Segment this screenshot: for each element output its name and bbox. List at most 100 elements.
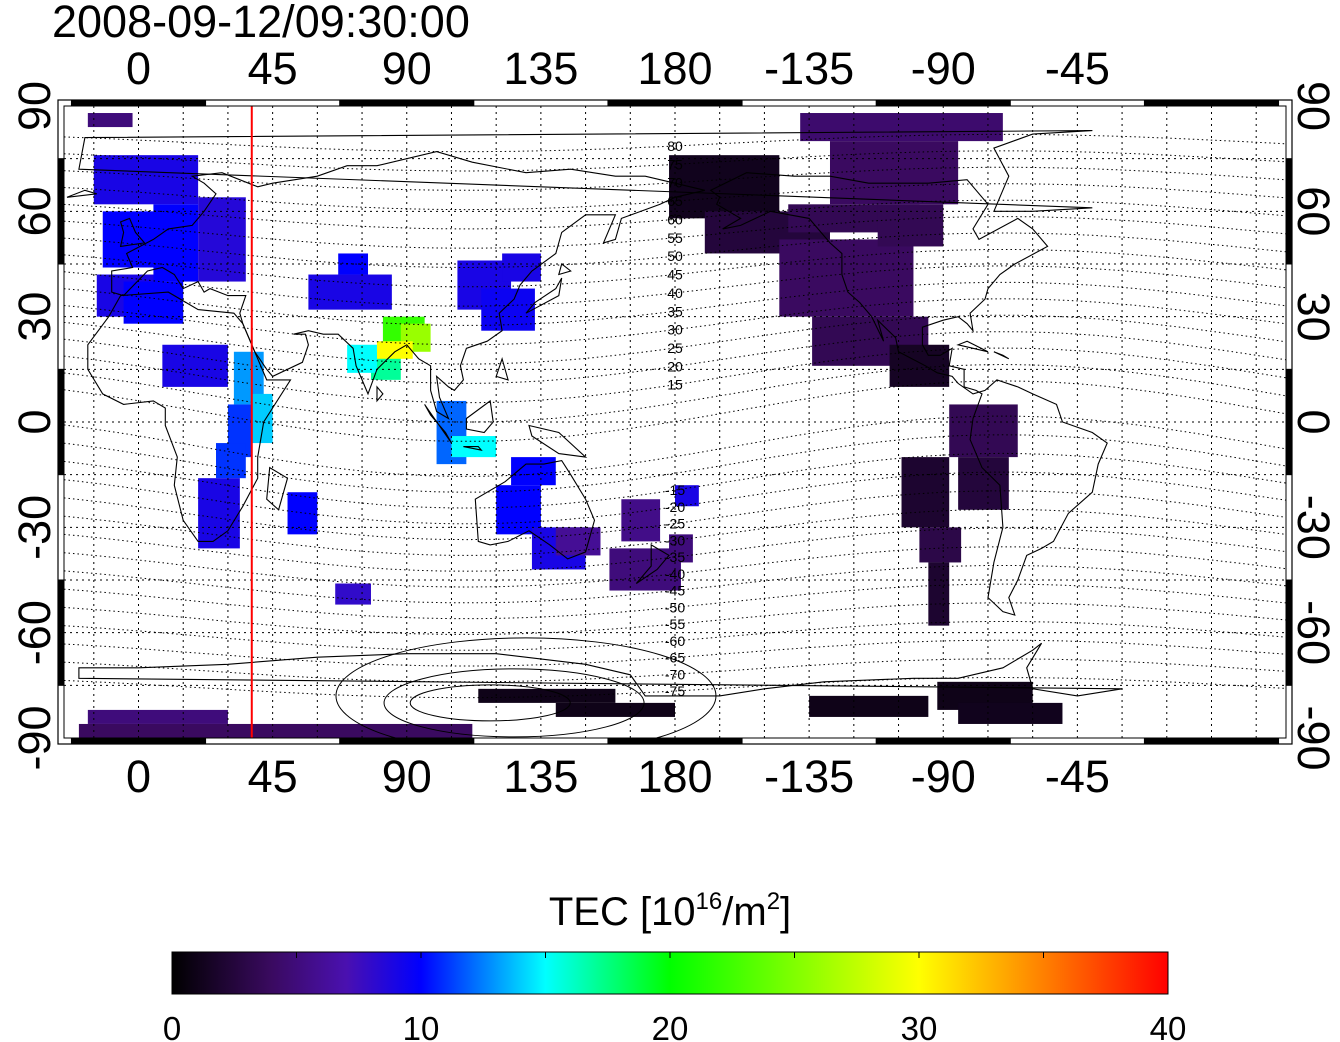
lat-tick-label-right: 90 bbox=[1288, 81, 1339, 131]
tec-observation-patch bbox=[153, 204, 199, 282]
colorbar-title: TEC [1016/m2] bbox=[548, 888, 792, 934]
coastline bbox=[474, 459, 596, 560]
contour-label: 65 bbox=[667, 193, 683, 209]
contour-label: 20 bbox=[667, 358, 683, 374]
tec-observation-patch bbox=[511, 457, 556, 486]
contour-label: -25 bbox=[665, 516, 685, 532]
lat-tick-label-left: -90 bbox=[9, 705, 60, 770]
lon-tick-label-top: 45 bbox=[248, 43, 298, 94]
frame-tick-bar bbox=[607, 99, 743, 107]
coastline bbox=[78, 130, 1093, 212]
tec-observation-patch bbox=[478, 688, 616, 703]
contour-label: -75 bbox=[665, 683, 685, 699]
lat-tick-label-right: 30 bbox=[1288, 292, 1339, 342]
frame-tick-bar bbox=[607, 737, 743, 745]
lat-tick-label-left: -60 bbox=[9, 600, 60, 665]
tec-observation-patch bbox=[949, 404, 1018, 458]
contour-label: 25 bbox=[667, 340, 683, 356]
contour-label: -65 bbox=[665, 650, 685, 666]
geomagnetic-latitude-contour bbox=[64, 216, 1286, 249]
frame-tick-bar bbox=[1285, 368, 1293, 476]
frame-tick-bar bbox=[1143, 99, 1280, 107]
lat-tick-label-right: 60 bbox=[1288, 186, 1339, 236]
contour-label: 30 bbox=[667, 322, 683, 338]
coastline bbox=[558, 263, 572, 276]
frame-tick-bar bbox=[1285, 579, 1293, 686]
frame-tick-bar bbox=[70, 99, 207, 107]
lon-tick-label-top: -90 bbox=[911, 43, 976, 94]
contour-label: 55 bbox=[667, 230, 683, 246]
lon-tick-label-top: -45 bbox=[1045, 43, 1110, 94]
colorbar-tick-label: 30 bbox=[901, 1010, 938, 1042]
coastline bbox=[119, 217, 146, 248]
contour-label: -35 bbox=[665, 549, 685, 565]
tec-observation-patch bbox=[87, 113, 133, 128]
geomagnetic-latitude-contour bbox=[64, 527, 1286, 572]
lat-tick-label-right: -90 bbox=[1288, 705, 1339, 770]
lat-tick-label-right: -60 bbox=[1288, 600, 1339, 665]
lat-tick-label-right: 0 bbox=[1288, 409, 1339, 434]
tec-observation-patch bbox=[675, 485, 699, 507]
colorbar-tick-label: 40 bbox=[1150, 1010, 1187, 1042]
lon-tick-label-bottom: 180 bbox=[637, 751, 712, 802]
contour-label: -70 bbox=[665, 666, 685, 682]
frame-tick-bar bbox=[875, 99, 1011, 107]
contour-label: -45 bbox=[665, 583, 685, 599]
geomagnetic-latitude-contour bbox=[64, 415, 1286, 477]
contour-label: -50 bbox=[665, 599, 685, 615]
lat-tick-label-left: 60 bbox=[9, 186, 60, 236]
geomagnetic-pole-contour bbox=[383, 668, 645, 738]
coastline bbox=[463, 446, 483, 451]
lat-tick-label-left: 0 bbox=[9, 409, 60, 434]
contour-label: 50 bbox=[667, 248, 683, 264]
coastline bbox=[709, 172, 1108, 616]
tec-observation-patch bbox=[829, 141, 959, 205]
geomagnetic-latitude-contour bbox=[64, 565, 1286, 604]
contour-label: 60 bbox=[667, 211, 683, 227]
lat-tick-label-right: -30 bbox=[1288, 495, 1339, 560]
contour-label: 40 bbox=[667, 285, 683, 301]
tec-observation-patch bbox=[87, 709, 228, 724]
lon-tick-label-bottom: 45 bbox=[248, 751, 298, 802]
coastline bbox=[111, 151, 705, 420]
contour-label: -30 bbox=[665, 532, 685, 548]
frame-tick-bar bbox=[339, 737, 475, 745]
tec-observation-patch bbox=[800, 113, 1003, 142]
contour-label: 75 bbox=[667, 156, 683, 172]
lat-tick-label-left: 90 bbox=[9, 81, 60, 131]
frame-tick-bar bbox=[1285, 158, 1293, 265]
lon-tick-label-top: -135 bbox=[764, 43, 854, 94]
coastline bbox=[87, 291, 292, 542]
frame-tick-bar bbox=[70, 737, 207, 745]
contour-label: -55 bbox=[665, 616, 685, 632]
coastline bbox=[376, 385, 384, 403]
coastline bbox=[956, 340, 989, 353]
map-plot-area: 80 75 70 65 60 55 50 45 40 35 30 25 20 15 -15-20-25-30… bbox=[57, 99, 1293, 745]
tec-observation-patch bbox=[93, 155, 199, 205]
geomagnetic-latitude-contour bbox=[64, 133, 1286, 153]
contour-label: 70 bbox=[667, 175, 683, 191]
lon-tick-label-top: 180 bbox=[637, 43, 712, 94]
tec-observation-patch bbox=[919, 527, 962, 563]
contour-label: -20 bbox=[665, 499, 685, 515]
contour-label: -40 bbox=[665, 566, 685, 582]
contour-label: 80 bbox=[667, 138, 683, 154]
page-title: 2008-09-12/09:30:00 bbox=[52, 0, 470, 47]
frame-tick-bar bbox=[57, 579, 65, 686]
colorbar: 0 10 20 30 40 bbox=[163, 951, 1187, 1042]
tec-observation-patch bbox=[555, 527, 601, 556]
tec-observation-patch bbox=[877, 204, 944, 247]
tec-observation-patch bbox=[928, 562, 950, 626]
coastline bbox=[528, 424, 588, 458]
frame-tick-bar bbox=[339, 99, 475, 107]
coastline bbox=[993, 351, 1010, 360]
lon-tick-label-top: 0 bbox=[126, 43, 151, 94]
tec-observation-patch bbox=[308, 274, 392, 310]
lon-tick-label-top: 90 bbox=[382, 43, 432, 94]
contour-label: -15 bbox=[665, 482, 685, 498]
tec-observation-patch bbox=[502, 253, 541, 282]
tec-observation-patch bbox=[809, 695, 929, 717]
tec-observation-patch bbox=[621, 499, 661, 542]
lat-tick-label-left: 30 bbox=[9, 292, 60, 342]
